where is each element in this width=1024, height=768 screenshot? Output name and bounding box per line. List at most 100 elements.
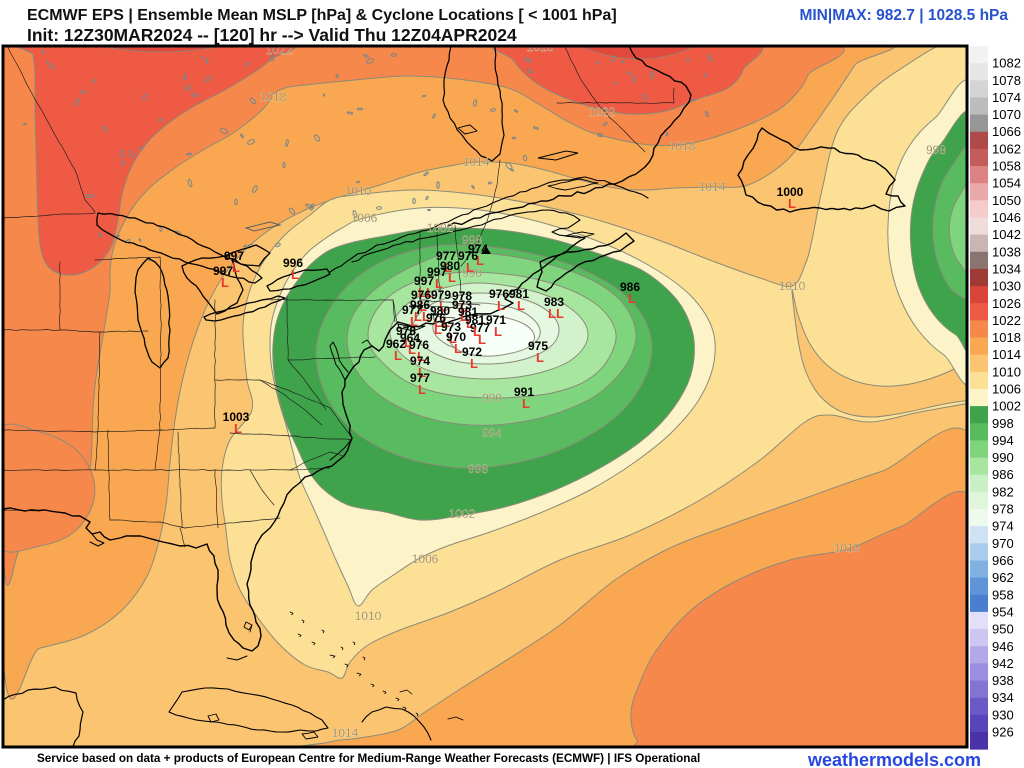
- svg-text:976: 976: [426, 311, 446, 325]
- svg-text:976: 976: [409, 338, 429, 352]
- svg-text:weathermodels.com: weathermodels.com: [807, 750, 981, 768]
- svg-text:994: 994: [992, 433, 1014, 448]
- svg-text:973: 973: [452, 298, 472, 312]
- svg-text:1002: 1002: [449, 507, 476, 521]
- svg-text:979: 979: [431, 288, 451, 302]
- svg-text:L: L: [417, 349, 425, 364]
- svg-text:1014: 1014: [332, 726, 359, 740]
- svg-text:986: 986: [992, 467, 1014, 482]
- svg-text:Init: 12Z30MAR2024 -- [120] hr: Init: 12Z30MAR2024 -- [120] hr --> Valid…: [27, 25, 517, 45]
- svg-text:981: 981: [509, 287, 529, 301]
- svg-text:1082: 1082: [992, 56, 1021, 71]
- svg-text:L: L: [536, 350, 544, 365]
- svg-text:1006: 1006: [992, 382, 1021, 397]
- svg-text:982: 982: [992, 484, 1014, 499]
- svg-text:L: L: [466, 260, 474, 275]
- svg-text:934: 934: [992, 690, 1014, 705]
- svg-text:946: 946: [992, 639, 1014, 654]
- svg-text:LL: LL: [548, 306, 564, 321]
- svg-text:1074: 1074: [992, 90, 1021, 105]
- svg-text:1010: 1010: [992, 364, 1021, 379]
- svg-text:1058: 1058: [992, 159, 1021, 174]
- svg-text:L: L: [439, 299, 447, 314]
- svg-text:L: L: [419, 299, 427, 314]
- svg-text:L: L: [221, 275, 229, 290]
- svg-text:1050: 1050: [992, 193, 1021, 208]
- svg-text:1014: 1014: [992, 347, 1021, 362]
- svg-text:974: 974: [992, 519, 1014, 534]
- svg-text:1030: 1030: [992, 279, 1021, 294]
- svg-text:L: L: [494, 324, 502, 339]
- svg-text:942: 942: [992, 656, 1014, 671]
- svg-text:L: L: [418, 365, 426, 380]
- svg-text:1002: 1002: [992, 399, 1021, 414]
- svg-text:L: L: [628, 291, 636, 306]
- svg-text:L: L: [497, 298, 505, 313]
- svg-text:1014: 1014: [463, 155, 490, 169]
- svg-text:986: 986: [620, 280, 640, 294]
- svg-text:1070: 1070: [992, 107, 1021, 122]
- svg-text:L: L: [449, 331, 457, 346]
- svg-text:978: 978: [452, 289, 472, 303]
- svg-text:1018: 1018: [527, 40, 554, 54]
- svg-text:1010: 1010: [779, 279, 806, 293]
- svg-text:1010: 1010: [355, 609, 382, 623]
- svg-text:1022: 1022: [589, 105, 616, 119]
- svg-text:986: 986: [410, 298, 430, 312]
- svg-text:990: 990: [992, 450, 1014, 465]
- svg-text:1054: 1054: [992, 176, 1021, 191]
- svg-text:L: L: [408, 342, 416, 357]
- svg-text:L: L: [476, 253, 484, 268]
- svg-text:L: L: [232, 260, 240, 275]
- svg-text:L: L: [234, 421, 242, 436]
- svg-text:L: L: [291, 267, 299, 282]
- svg-text:970: 970: [992, 536, 1014, 551]
- svg-text:976: 976: [411, 288, 431, 302]
- svg-text:1010: 1010: [345, 184, 372, 198]
- svg-text:977: 977: [436, 249, 456, 263]
- svg-text:L: L: [473, 324, 481, 339]
- svg-text:978: 978: [992, 502, 1014, 517]
- svg-text:997: 997: [414, 274, 434, 288]
- svg-text:997: 997: [427, 265, 447, 279]
- svg-text:972: 972: [462, 345, 482, 359]
- svg-text:980: 980: [440, 259, 460, 273]
- svg-text:L: L: [522, 396, 530, 411]
- svg-text:1018: 1018: [992, 330, 1021, 345]
- svg-text:964: 964: [400, 331, 420, 345]
- svg-text:L: L: [788, 196, 796, 211]
- svg-text:994: 994: [482, 426, 502, 440]
- svg-text:L: L: [394, 348, 402, 363]
- svg-text:1038: 1038: [992, 244, 1021, 259]
- svg-text:998: 998: [926, 143, 946, 157]
- svg-text:981: 981: [465, 313, 485, 327]
- svg-text:996: 996: [283, 256, 303, 270]
- svg-text:998: 998: [992, 416, 1014, 431]
- svg-text:1042: 1042: [992, 227, 1021, 242]
- svg-text:1003: 1003: [223, 410, 250, 424]
- svg-text:977: 977: [410, 371, 430, 385]
- svg-text:LL: LL: [418, 285, 434, 300]
- svg-text:L: L: [517, 298, 525, 313]
- svg-text:1062: 1062: [992, 141, 1021, 156]
- svg-text:1014: 1014: [699, 180, 726, 194]
- svg-text:1018: 1018: [834, 541, 861, 555]
- svg-text:ECMWF EPS | Ensemble Mean MSLP: ECMWF EPS | Ensemble Mean MSLP [hPa] & C…: [27, 7, 617, 24]
- svg-text:1078: 1078: [992, 73, 1021, 88]
- svg-text:L: L: [470, 356, 478, 371]
- svg-text:1000: 1000: [777, 185, 804, 199]
- svg-text:998: 998: [468, 462, 488, 476]
- svg-text:954: 954: [992, 604, 1014, 619]
- svg-text:977: 977: [470, 321, 490, 335]
- svg-text:L: L: [454, 341, 462, 356]
- svg-text:1034: 1034: [992, 261, 1021, 276]
- svg-text:962: 962: [386, 337, 406, 351]
- svg-text:L: L: [435, 276, 443, 291]
- svg-text:970: 970: [446, 330, 466, 344]
- svg-text:977: 977: [402, 303, 422, 317]
- svg-text:976: 976: [489, 287, 509, 301]
- svg-text:Service based on data + produc: Service based on data + products of Euro…: [37, 752, 700, 765]
- svg-text:976: 976: [458, 249, 478, 263]
- svg-text:1002: 1002: [427, 221, 454, 235]
- svg-text:975: 975: [528, 339, 548, 353]
